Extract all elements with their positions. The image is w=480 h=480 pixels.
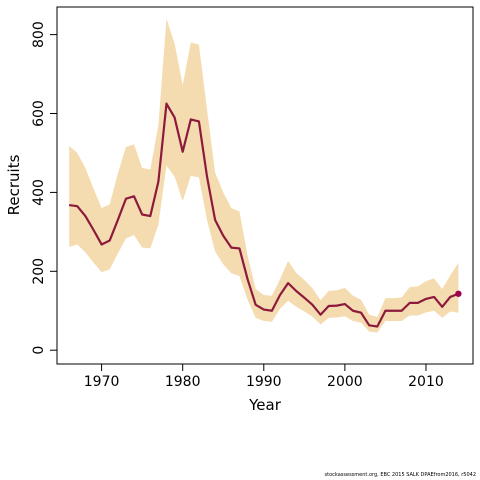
y-tick-label-200: 200 [31, 258, 47, 285]
y-axis-label: Recruits [5, 154, 23, 215]
x-tick-label-2000: 2000 [327, 374, 363, 390]
plot-frame [56, 6, 474, 365]
y-tick-label-600: 600 [31, 100, 47, 127]
plot-area [69, 18, 462, 333]
last-data-point [455, 290, 462, 297]
y-tick-label-800: 800 [31, 21, 47, 48]
y-tick-label-400: 400 [31, 179, 47, 206]
series-line [69, 102, 459, 328]
x-tick-label-1980: 1980 [165, 374, 201, 390]
axes: 1970 1980 1990 2000 2010 0 200 400 600 800 [31, 6, 474, 390]
confidence-band [69, 18, 459, 333]
x-tick-label-1990: 1990 [246, 374, 282, 390]
footer-credit: stockassessment.org, EBC 2015 SALK DPAEf… [324, 472, 476, 478]
x-tick-label-1970: 1970 [84, 374, 120, 390]
x-axis-label: Year [248, 396, 282, 414]
y-tick-label-0: 0 [31, 346, 47, 355]
x-tick-label-2010: 2010 [408, 374, 444, 390]
